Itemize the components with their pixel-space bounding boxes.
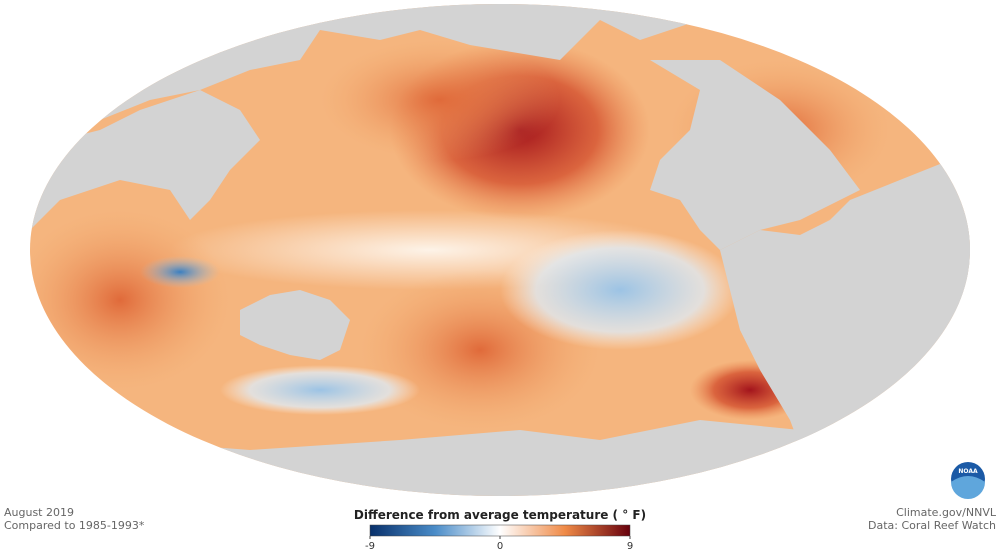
noaa-logo: NOAA xyxy=(951,462,985,499)
tick-label: 9 xyxy=(627,541,633,552)
source: Climate.gov/NNVL xyxy=(896,506,997,519)
logo-text: NOAA xyxy=(958,468,978,475)
tick-label: 0 xyxy=(497,541,503,552)
date: August 2019 xyxy=(4,506,74,519)
colorbar-ticks: -9 0 9 xyxy=(365,536,633,552)
legend-title: Difference from average temperature ( ° … xyxy=(354,508,646,522)
tick-label: -9 xyxy=(365,541,375,552)
data-credit: Data: Coral Reef Watch xyxy=(868,519,996,532)
colorbar xyxy=(369,524,631,537)
baseline: Compared to 1985-1993* xyxy=(4,519,145,532)
